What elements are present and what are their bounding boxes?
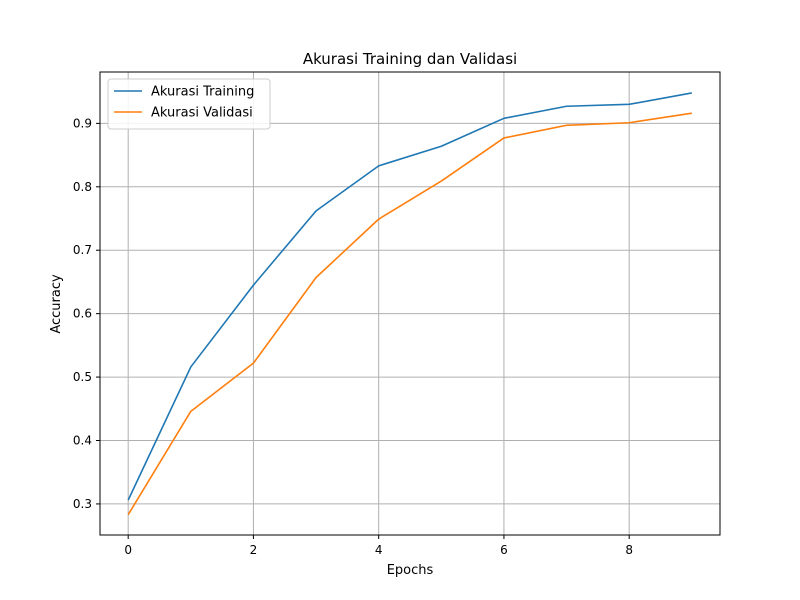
- tick-layer: 0 2 4 6 8 0.3 0.4 0.5 0.6 0.7 0.8 0.9: [73, 116, 633, 557]
- y-tick-label: 0.9: [73, 116, 92, 130]
- x-tick-label: 0: [124, 543, 132, 557]
- y-axis-label: Accuracy: [49, 274, 64, 334]
- y-tick-label: 0.7: [73, 243, 92, 257]
- x-tick-label: 8: [625, 543, 633, 557]
- legend-label: Akurasi Training: [151, 85, 254, 100]
- series-line-training: [127, 92, 692, 501]
- x-tick-label: 2: [250, 543, 258, 557]
- y-tick-label: 0.3: [73, 497, 92, 511]
- series-layer: [127, 92, 692, 516]
- legend: Akurasi Training Akurasi Validasi: [107, 78, 271, 130]
- grid-layer: [100, 72, 720, 535]
- y-tick-label: 0.8: [73, 180, 92, 194]
- series-line-validasi: [127, 112, 692, 516]
- x-axis-label: Epochs: [387, 563, 434, 578]
- y-tick-label: 0.4: [73, 433, 92, 447]
- x-tick-label: 4: [375, 543, 383, 557]
- plot-frame: [99, 71, 721, 536]
- y-tick-label: 0.5: [73, 370, 92, 384]
- y-tick-label: 0.6: [73, 307, 92, 321]
- legend-label: Akurasi Validasi: [151, 106, 253, 121]
- x-tick-label: 6: [500, 543, 508, 557]
- legend-box: [107, 78, 271, 130]
- chart-title: Akurasi Training dan Validasi: [303, 50, 517, 68]
